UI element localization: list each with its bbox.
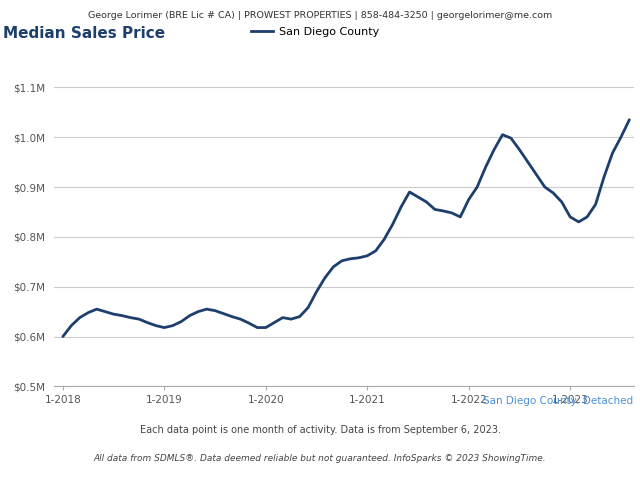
Text: George Lorimer (BRE Lic # CA) | PROWEST PROPERTIES | 858-484-3250 | georgelorime: George Lorimer (BRE Lic # CA) | PROWEST …: [88, 11, 552, 20]
Text: Median Sales Price: Median Sales Price: [3, 26, 165, 41]
Legend: San Diego County: San Diego County: [246, 23, 383, 42]
Text: Each data point is one month of activity. Data is from September 6, 2023.: Each data point is one month of activity…: [140, 425, 500, 435]
Text: All data from SDMLS®. Data deemed reliable but not guaranteed. InfoSparks © 2023: All data from SDMLS®. Data deemed reliab…: [93, 454, 547, 463]
Text: San Diego County: Detached: San Diego County: Detached: [483, 396, 634, 406]
